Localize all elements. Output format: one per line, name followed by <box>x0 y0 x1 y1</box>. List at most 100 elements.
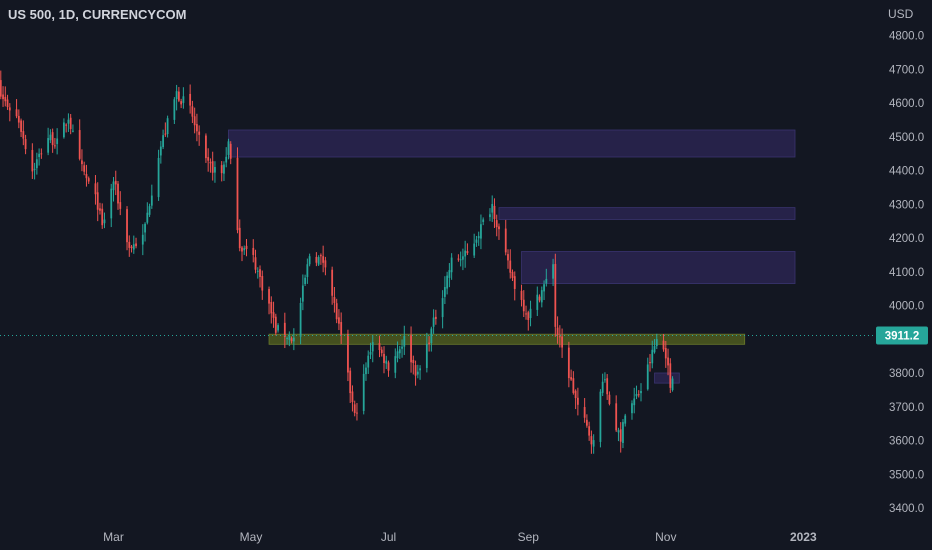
candle-body <box>416 371 419 375</box>
candle-body <box>159 146 162 156</box>
candle-body <box>162 135 164 148</box>
candle-body <box>283 322 286 337</box>
candle-body <box>182 96 185 103</box>
candle-body <box>238 227 241 249</box>
candle-body <box>646 364 649 390</box>
candle-body <box>540 290 543 303</box>
zone-olive-3 <box>268 333 746 345</box>
candle-body <box>0 80 2 97</box>
candles-layer <box>0 70 674 454</box>
candle-body <box>128 241 131 248</box>
candle-body <box>401 346 403 349</box>
zone-purple-1 <box>498 207 796 220</box>
candle-body <box>144 223 146 233</box>
candle-body <box>522 299 525 312</box>
candle-body <box>385 360 388 364</box>
candle-body <box>651 349 654 364</box>
candle-body <box>473 243 476 256</box>
y-tick-label: 4700.0 <box>889 64 924 76</box>
candle-body <box>67 119 70 124</box>
candle-body <box>448 270 451 278</box>
y-tick-label: 4300.0 <box>889 199 924 211</box>
x-tick-label: 2023 <box>790 530 817 544</box>
candle-body <box>371 342 374 352</box>
y-tick-label: 4000.0 <box>889 301 924 313</box>
candle-body <box>662 340 665 350</box>
candle-body <box>640 390 642 394</box>
candle-body <box>380 349 383 354</box>
candle-body <box>462 256 464 260</box>
candle-body <box>130 246 133 249</box>
candle-body <box>428 342 430 344</box>
candle-body <box>552 264 554 279</box>
candle-body <box>317 257 320 265</box>
candle-body <box>241 247 243 252</box>
candle-body <box>63 122 65 138</box>
candle-body <box>290 338 293 342</box>
candle-body <box>15 109 18 117</box>
candle-body <box>277 325 279 331</box>
zones-layer <box>228 129 796 384</box>
candle-body <box>633 398 636 406</box>
candle-body <box>53 145 56 147</box>
candle-body <box>112 181 115 191</box>
candle-body <box>353 404 356 413</box>
candle-body <box>20 120 22 132</box>
candle-body <box>8 107 11 111</box>
candle-body <box>2 94 4 100</box>
candle-body <box>441 298 444 318</box>
candle-body <box>259 269 261 277</box>
candle-body <box>225 156 228 163</box>
candle-body <box>157 157 160 198</box>
candle-body <box>268 288 270 304</box>
candle-body <box>135 243 137 247</box>
candle-body <box>558 336 561 338</box>
candle-body <box>205 135 207 159</box>
candle-body <box>209 162 212 164</box>
candle-body <box>94 183 97 195</box>
candle-body <box>394 356 397 373</box>
candle-body <box>17 115 20 123</box>
candle-body <box>635 393 638 397</box>
candle-body <box>87 178 90 182</box>
candle-body <box>457 258 460 260</box>
candle-body <box>146 212 149 223</box>
candle-body <box>590 436 593 445</box>
candle-body <box>148 206 151 215</box>
candle-body <box>513 276 516 289</box>
candle-body <box>166 118 169 134</box>
candle-body <box>412 359 415 364</box>
candle-body <box>378 343 381 351</box>
candle-body <box>601 381 604 393</box>
candle-body <box>477 236 480 239</box>
candle-body <box>671 378 674 390</box>
y-tick-label: 4600.0 <box>889 98 924 110</box>
candle-body <box>576 397 579 405</box>
candle-body <box>214 167 216 173</box>
candle-body <box>347 333 349 373</box>
candle-body <box>554 263 557 327</box>
x-tick-label: Jul <box>381 530 396 544</box>
chart-title: US 500, 1D, CURRENCYCOM <box>8 7 187 22</box>
candle-body <box>69 117 72 130</box>
candle-body <box>56 138 59 145</box>
candle-body <box>49 134 52 141</box>
y-axis: 4800.0 4700.0 4600.0 4500.0 4400.0 4300.0 4200… <box>889 31 924 516</box>
candle-body <box>583 407 586 418</box>
y-tick-label: 4500.0 <box>889 132 924 144</box>
candle-body <box>495 220 498 228</box>
candle-body <box>193 116 196 126</box>
candle-body <box>315 256 318 263</box>
candle-body <box>173 99 176 120</box>
candle-body <box>509 260 512 273</box>
candle-body <box>85 174 88 179</box>
candle-body <box>261 276 264 291</box>
candle-body <box>362 373 365 411</box>
candle-body <box>119 202 122 209</box>
candle-body <box>398 349 401 354</box>
candle-body <box>649 362 651 364</box>
candle-body <box>664 348 667 359</box>
candle-body <box>443 287 446 297</box>
